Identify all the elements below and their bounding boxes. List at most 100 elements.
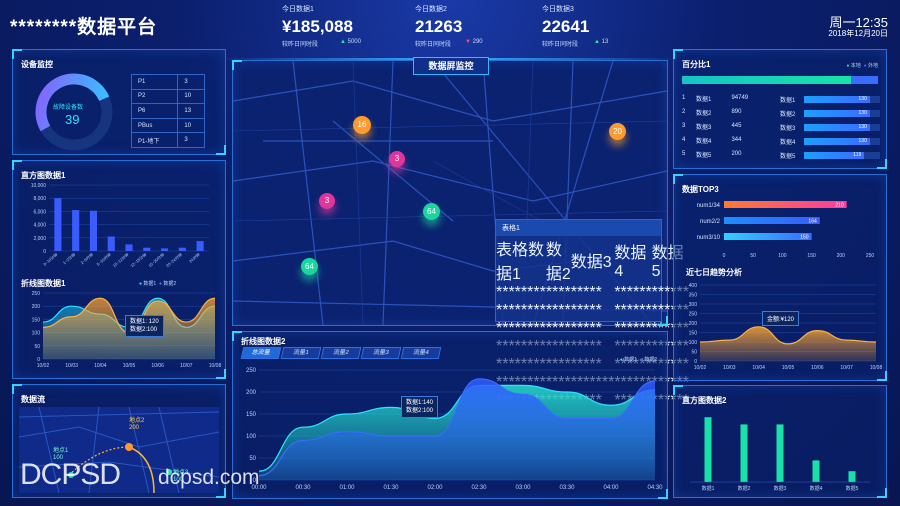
flow-point-value: 100 (173, 477, 184, 483)
device-name: P1 (130, 74, 179, 90)
top3-value: 210 (835, 203, 844, 209)
top3-label: num3/10 (697, 235, 721, 241)
pct-bar-label: 数据2 (780, 111, 796, 118)
map-marker[interactable]: 16 (353, 116, 371, 134)
line2-chart: 0 50 100 150 200 250 00:00 00:30 01:00 01:30 02:00… (246, 368, 663, 491)
panel-title: 百分比1 (682, 60, 711, 69)
table1-cell: ****** (614, 284, 652, 301)
pct-name: 数据2 (696, 110, 712, 117)
y-tick-label: 100 (689, 340, 698, 346)
kpi-value: ¥185,088 (282, 17, 353, 36)
top3-chart: num1/34 210 num2/2 164 num3/10 150 0 50 100 150 20… (697, 201, 874, 259)
device-row: P1-地下 3 (130, 132, 205, 148)
x-tick-label: 50 (750, 253, 756, 259)
kpi-label: 今日数据3 (542, 6, 574, 13)
y-tick-label: 250 (32, 291, 41, 297)
series-line (258, 378, 656, 477)
x-tick-label: 10/07 (180, 363, 193, 369)
flow-point-value: 200 (129, 425, 140, 431)
pct-split-bar (682, 76, 878, 84)
table1-header: 数据3 (570, 254, 612, 271)
table1-cell: **** (545, 284, 571, 301)
x-tick-label: 数据2 (738, 485, 751, 492)
x-tick-label: 10/06 (811, 365, 824, 371)
pct-bar-value: 119 (853, 151, 862, 158)
histogram-bar (54, 198, 62, 251)
x-tick-label: 10/07 (840, 365, 853, 371)
table1-header: 数据2 (545, 242, 571, 283)
pct-name: 数据1 (696, 96, 712, 103)
y-tick-label: 150 (689, 331, 698, 337)
histogram2-chart: 数据1 数据2 数据3 数据4 数据5 (690, 417, 870, 492)
tab-flow2[interactable]: 流量2 (320, 347, 362, 359)
pct-bar-label: 数据3 (780, 125, 796, 132)
gauge-label: 故障设备数 (53, 105, 84, 111)
series-area (259, 378, 655, 480)
panel-title: 折线图数据2 (241, 337, 286, 346)
flow-point-label: 地点2 (129, 418, 145, 424)
x-tick-label: 01:00 (339, 485, 355, 491)
table1-title: 表格1 (496, 220, 661, 236)
x-tick-label: 03:00 (515, 485, 531, 491)
map-marker[interactable]: 64 (423, 203, 440, 220)
map-monitor-panel: 数据屏监控 16 3 3 64 64 20 表格1 表格数据1 数据2 数据3 数据4… (232, 57, 689, 409)
y-tick-label: 250 (246, 368, 257, 374)
map-marker[interactable]: 20 (609, 123, 626, 140)
kpi-2: 今日数据2 21263 较昨日同时段 ▼ 290 (415, 4, 535, 54)
kpi-label: 今日数据2 (415, 6, 447, 13)
tab-flow3[interactable]: 流量3 (360, 347, 402, 359)
device-count: 3 (177, 132, 205, 148)
y-tick-label: 10,000 (31, 183, 47, 189)
histogram1-title: 直方图数据1 (21, 171, 66, 180)
x-tick-label: 10~12分钟 (111, 251, 130, 268)
map-marker[interactable]: 3 (389, 151, 405, 167)
map-marker[interactable]: 64 (301, 258, 318, 275)
pct-bar-row: 数据2 130 (780, 106, 880, 120)
x-tick-label: 10/02 (694, 365, 707, 371)
histogram-bar (143, 247, 151, 251)
line2-tooltip: 数据1:140 数据2:100 (401, 396, 439, 418)
device-table: P1 3 P2 10 P6 13 PBus 10 P1-地下 3 (130, 74, 205, 148)
y-tick-label: 6,000 (33, 209, 46, 215)
kpi-delta: ▲ 5000 (340, 39, 361, 45)
table1-header: 数据4 (614, 245, 647, 280)
x-tick-label: 10/04 (752, 365, 765, 371)
pct-name: 数据3 (696, 124, 712, 131)
histogram-bar (72, 210, 80, 251)
y-tick-label: 100 (246, 434, 257, 440)
histogram-bar (740, 424, 748, 482)
line1-legend: ● 数据1 ● 数据2 (139, 281, 177, 287)
tab-flow4[interactable]: 流量4 (400, 347, 442, 359)
pct-row: 3 数据3 445 (682, 119, 770, 133)
histogram-bar (812, 460, 820, 482)
x-tick-label: 10/08 (870, 365, 883, 371)
device-row: PBus 10 (130, 117, 205, 134)
pct-bar-value: 130 (858, 109, 867, 116)
panel-title: 直方图数据2 (682, 396, 727, 405)
x-tick-label: 2~5分钟 (79, 251, 94, 265)
pct-bar-row: 数据5 119 (780, 148, 880, 162)
kpi-3: 今日数据3 22641 较昨日同时段 ▲ 13 (542, 4, 662, 54)
tab-flow1[interactable]: 流量1 (280, 347, 322, 359)
device-count: 10 (177, 88, 205, 105)
series-line (258, 384, 656, 472)
pct-bar-row: 数据1 130 (780, 92, 880, 106)
top3-label: num2/2 (700, 219, 721, 225)
pct-bar-fill: 130 (804, 95, 870, 103)
x-tick-label: 02:30 (471, 485, 487, 491)
table1: 表格1 表格数据1 数据2 数据3 数据4 数据5 ******** **** ***** *… (495, 219, 689, 409)
table1-row: ***************************** (496, 284, 689, 302)
y-tick-label: 0 (253, 478, 257, 484)
watermark-left: DCPSD (20, 458, 121, 491)
x-tick-label: 200 (837, 253, 846, 259)
map-marker[interactable]: 3 (319, 193, 335, 209)
x-tick-label: 04:00 (603, 485, 619, 491)
pct-bar-value: 130 (858, 137, 867, 144)
trend-tooltip: 金额:¥120 (762, 311, 800, 326)
table1-header: 表格数据1 (496, 242, 545, 283)
x-tick-label: 03:30 (559, 485, 575, 491)
x-tick-label: 10/06 (151, 363, 164, 369)
flow-point-label: 地点1 (53, 448, 69, 454)
tab-total-flow[interactable]: 总流量 (240, 347, 282, 359)
table1-cell: **** (545, 302, 571, 319)
